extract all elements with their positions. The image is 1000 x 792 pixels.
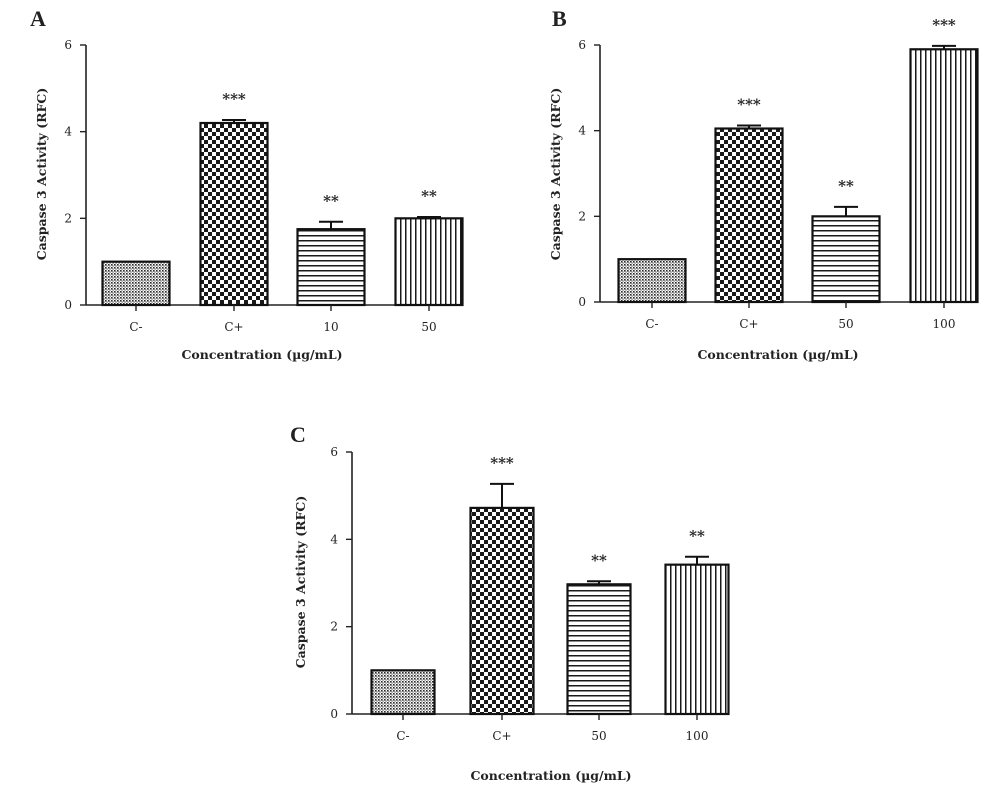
category-label: 50 [591, 729, 606, 743]
panel-b: B Caspase 3 Activity (RFC) Concentration… [548, 6, 979, 362]
bar [370, 669, 436, 716]
bar [617, 258, 687, 304]
plot-area: 0 2 4 6 C- *** C+ ** 50 *** 100 [578, 16, 979, 331]
x-axis-label: Concentration (µg/mL) [181, 347, 342, 362]
y-tick-label: 0 [330, 707, 338, 721]
plot-area: 0 2 4 6 C- *** C+ ** 50 ** 100 [330, 445, 730, 743]
y-tick-label: 2 [578, 209, 586, 223]
significance-label: *** [222, 90, 246, 108]
panel-letter: B [552, 6, 567, 31]
significance-label: *** [737, 96, 761, 114]
y-tick-label: 6 [330, 445, 338, 459]
category-label: C- [129, 320, 142, 334]
x-axis-label: Concentration (µg/mL) [470, 768, 631, 783]
category-label: C- [396, 729, 409, 743]
panel-c: C Caspase 3 Activity (RFC) Concentration… [290, 422, 730, 783]
panel-a: A Caspase 3 Activity (RFC) Concentration… [30, 6, 464, 362]
bar [394, 217, 464, 307]
significance-label: ** [421, 187, 437, 205]
y-axis-label: Caspase 3 Activity (RFC) [34, 88, 49, 261]
bar [811, 215, 881, 304]
panel-letter: A [30, 6, 46, 31]
panel-letter: C [290, 422, 306, 447]
category-label: 50 [838, 317, 853, 331]
significance-label: *** [932, 16, 956, 34]
category-label: C- [645, 317, 658, 331]
y-tick-label: 4 [64, 125, 72, 139]
category-label: C+ [224, 320, 243, 334]
bar [469, 506, 535, 716]
bar [566, 583, 632, 716]
y-tick-label: 6 [578, 38, 586, 52]
y-tick-label: 4 [578, 124, 586, 138]
category-label: 100 [933, 317, 956, 331]
bar [101, 260, 171, 307]
y-tick-label: 0 [578, 295, 586, 309]
y-tick-label: 2 [64, 211, 72, 225]
category-label: 100 [686, 729, 709, 743]
significance-label: ** [323, 192, 339, 210]
bar [714, 127, 784, 304]
category-label: C+ [492, 729, 511, 743]
category-label: 10 [323, 320, 338, 334]
y-tick-label: 4 [330, 532, 338, 546]
category-label: C+ [739, 317, 758, 331]
significance-label: *** [490, 454, 514, 472]
y-axis-label: Caspase 3 Activity (RFC) [293, 496, 308, 669]
y-tick-label: 2 [330, 620, 338, 634]
y-tick-label: 6 [64, 38, 72, 52]
bar [296, 228, 366, 307]
significance-label: ** [591, 551, 607, 569]
category-label: 50 [421, 320, 436, 334]
y-axis-label: Caspase 3 Activity (RFC) [548, 88, 563, 261]
y-tick-label: 0 [64, 298, 72, 312]
bar [664, 563, 730, 716]
x-axis-label: Concentration (µg/mL) [697, 347, 858, 362]
plot-area: 0 2 4 6 C- *** C+ ** 10 ** 50 [64, 38, 464, 334]
significance-label: ** [689, 527, 705, 545]
significance-label: ** [838, 177, 854, 195]
bar [199, 121, 269, 307]
bar [909, 48, 979, 304]
